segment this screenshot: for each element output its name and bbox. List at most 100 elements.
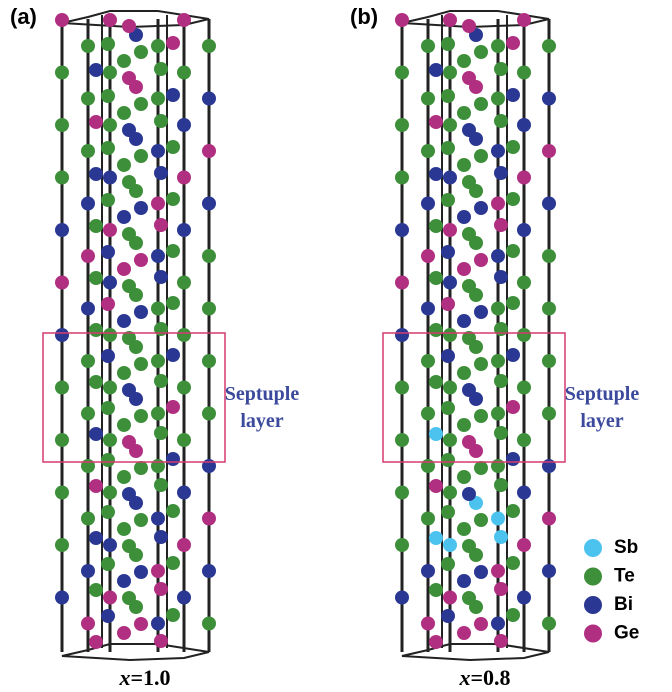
atom (457, 522, 471, 536)
atom (81, 617, 95, 631)
atom (429, 375, 443, 389)
legend-label: Ge (614, 623, 639, 644)
atom (491, 407, 505, 421)
atom (177, 381, 191, 395)
atom (506, 296, 520, 310)
atom (81, 39, 95, 53)
atom (462, 435, 476, 449)
hexagon-edge (402, 644, 549, 660)
atom (421, 39, 435, 53)
atom (81, 354, 95, 368)
atom (154, 270, 168, 284)
legend-label: Bi (614, 594, 633, 615)
atom (117, 418, 131, 432)
atom (81, 249, 95, 263)
atom (474, 513, 488, 527)
atom (151, 92, 165, 106)
atom (117, 314, 131, 328)
atom (429, 531, 443, 545)
atom (101, 141, 115, 155)
atom (474, 409, 488, 423)
atom (134, 617, 148, 631)
atom (395, 118, 409, 132)
atom (151, 512, 165, 526)
atom (134, 513, 148, 527)
atom (491, 459, 505, 473)
atom (441, 141, 455, 155)
atom (134, 565, 148, 579)
atom (517, 66, 531, 80)
atom (202, 249, 216, 263)
atom (55, 433, 69, 447)
caption-value: =0.8 (470, 665, 510, 690)
atom (494, 62, 508, 76)
atom (166, 88, 180, 102)
atom (202, 354, 216, 368)
atom (151, 302, 165, 316)
atom (202, 302, 216, 316)
atom (55, 591, 69, 605)
atom (89, 323, 103, 337)
atom (202, 564, 216, 578)
atom (441, 193, 455, 207)
atom (494, 478, 508, 492)
atom (457, 106, 471, 120)
atom (89, 375, 103, 389)
atom (443, 276, 457, 290)
atom (81, 564, 95, 578)
atom (494, 582, 508, 596)
atom (101, 245, 115, 259)
atom (134, 149, 148, 163)
atom (117, 210, 131, 224)
atom (395, 538, 409, 552)
atom (457, 210, 471, 224)
atom (462, 279, 476, 293)
atom (517, 381, 531, 395)
atom (421, 144, 435, 158)
atom (122, 539, 136, 553)
atom (154, 322, 168, 336)
atom (103, 538, 117, 552)
atom (506, 140, 520, 154)
atom (122, 71, 136, 85)
atom (117, 54, 131, 68)
atom (542, 92, 556, 106)
atom (154, 478, 168, 492)
atom (395, 381, 409, 395)
atom (506, 400, 520, 414)
legend-marker (584, 539, 602, 557)
caption-var: x (118, 665, 130, 690)
atom (441, 401, 455, 415)
atom (166, 140, 180, 154)
atom (429, 219, 443, 233)
atom (491, 617, 505, 631)
atom (506, 244, 520, 258)
atom (151, 459, 165, 473)
atom (421, 92, 435, 106)
atom (202, 617, 216, 631)
atom (101, 609, 115, 623)
atom (542, 564, 556, 578)
atom (89, 167, 103, 181)
atom (89, 531, 103, 545)
atom (517, 118, 531, 132)
atom (494, 374, 508, 388)
atom (177, 486, 191, 500)
atom (474, 357, 488, 371)
atom (103, 591, 117, 605)
atom (506, 608, 520, 622)
atom (421, 407, 435, 421)
atom (177, 328, 191, 342)
atom (441, 349, 455, 363)
atom (81, 197, 95, 211)
atom (494, 218, 508, 232)
atom (506, 192, 520, 206)
atom (421, 354, 435, 368)
atom (494, 270, 508, 284)
atom (457, 418, 471, 432)
atom (494, 114, 508, 128)
atom (443, 328, 457, 342)
atom (491, 249, 505, 263)
legend-label: Te (614, 566, 635, 587)
atom (103, 276, 117, 290)
